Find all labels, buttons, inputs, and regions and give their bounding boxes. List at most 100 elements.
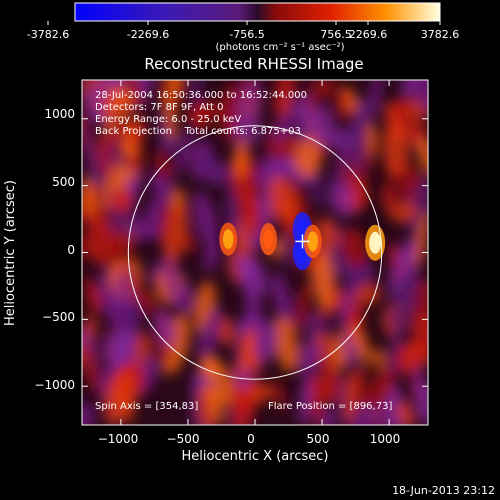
texture-blob [354, 283, 382, 305]
texture-blob [272, 379, 287, 412]
y-tick-label: −1000 [34, 378, 75, 392]
texture-blob [352, 403, 379, 425]
texture-blob [410, 312, 428, 363]
texture-blob [82, 176, 96, 219]
source-core [307, 231, 319, 252]
texture-blob [319, 359, 341, 405]
texture-blob [273, 316, 299, 373]
texture-blob [417, 137, 428, 175]
colorbar-tick-label: 2269.6 [349, 28, 388, 41]
texture-blob [298, 380, 311, 425]
texture-blob [85, 212, 112, 267]
texture-blob [269, 175, 297, 220]
texture-blob [373, 347, 386, 369]
source-core [263, 229, 274, 249]
texture-blob [82, 340, 101, 393]
texture-blob [230, 388, 253, 412]
texture-blob [233, 80, 262, 139]
texture-blob [205, 382, 225, 424]
texture-blob [415, 380, 428, 425]
texture-blob [370, 365, 396, 405]
texture-blob [128, 267, 146, 310]
texture-blob [82, 122, 102, 184]
annotation-detectors: Detectors: 7F 8F 9F, Att 0 [95, 102, 223, 113]
y-axis-label: Heliocentric Y (arcsec) [3, 180, 18, 326]
texture-blob [203, 149, 221, 188]
texture-blob [414, 211, 428, 268]
texture-blob [274, 80, 296, 121]
texture-blob [243, 190, 261, 238]
image-plot [82, 80, 428, 425]
source-core [222, 229, 234, 250]
x-tick-label: 0 [247, 432, 255, 446]
image-texture [82, 80, 428, 425]
texture-blob [192, 190, 219, 248]
texture-blob [88, 285, 101, 316]
texture-blob [246, 381, 274, 403]
annotation-method-counts: Back Projection Total counts: 6.875+03 [95, 126, 301, 137]
annotation-time-range: 28-Jul-2004 16:50:36.000 to 16:52:44.000 [95, 90, 307, 101]
texture-blob [317, 409, 338, 425]
texture-blob [308, 105, 334, 148]
texture-blob [109, 188, 133, 212]
texture-blob [100, 95, 126, 117]
texture-blob [110, 228, 134, 270]
chart-title: Reconstructed RHESSI Image [144, 55, 363, 73]
texture-blob [199, 353, 219, 380]
texture-blob [382, 183, 397, 215]
spin-axis-label: Spin Axis = [354,83] [95, 401, 198, 412]
texture-blob [82, 402, 95, 425]
texture-blob [162, 248, 181, 309]
x-tick-label: 1000 [370, 432, 401, 446]
texture-blob [388, 238, 416, 297]
texture-blob [233, 139, 248, 179]
texture-blob [313, 249, 335, 308]
y-tick-label: 1000 [44, 107, 75, 121]
annotation-energy-range: Energy Range: 6.0 - 25.0 keV [95, 114, 241, 125]
texture-blob [244, 292, 264, 332]
texture-blob [177, 126, 192, 176]
texture-blob [332, 180, 355, 218]
footer-timestamp: 18-Jun-2013 23:12 [392, 484, 495, 497]
texture-blob [239, 258, 268, 301]
texture-blob [390, 202, 417, 223]
texture-blob [199, 98, 217, 120]
x-tick-label: 500 [307, 432, 330, 446]
y-tick-label: −500 [42, 310, 75, 324]
source-layer [219, 212, 386, 271]
colorbar-tick-label: -3782.6 [27, 28, 69, 41]
axis-ticks [82, 80, 428, 425]
texture-blob [153, 310, 177, 348]
colorbar [74, 2, 441, 22]
texture-blob [413, 80, 428, 112]
texture-blob [217, 101, 236, 144]
texture-blob [299, 339, 324, 367]
x-tick-label: −1000 [98, 432, 139, 446]
texture-blob [337, 269, 360, 330]
texture-blob [282, 230, 296, 271]
texture-blob [292, 279, 312, 333]
flare-position-label: Flare Position = [896,73] [268, 401, 392, 412]
texture-blob [341, 228, 369, 269]
texture-blob [382, 121, 410, 175]
spin-axis-cross-marker [295, 234, 310, 249]
colorbar-tick-label: -756.5 [229, 28, 264, 41]
texture-blob [279, 134, 300, 159]
texture-blob [113, 80, 144, 113]
x-tick-label: −500 [167, 432, 200, 446]
texture-blob [198, 306, 222, 360]
texture-blob [344, 87, 359, 116]
texture-blob [292, 136, 321, 178]
texture-blob [163, 87, 177, 142]
texture-blob [113, 330, 136, 364]
texture-blob [163, 203, 189, 265]
texture-blob [389, 274, 416, 337]
texture-blob [338, 126, 367, 175]
texture-blob [132, 218, 147, 242]
texture-blob [396, 400, 415, 425]
colorbar-unit-label: (photons cm⁻² s⁻¹ asec⁻²) [215, 42, 344, 53]
colorbar-tick-label: 756.5 [320, 28, 352, 41]
texture-blob [271, 271, 294, 332]
source-core [369, 231, 382, 254]
